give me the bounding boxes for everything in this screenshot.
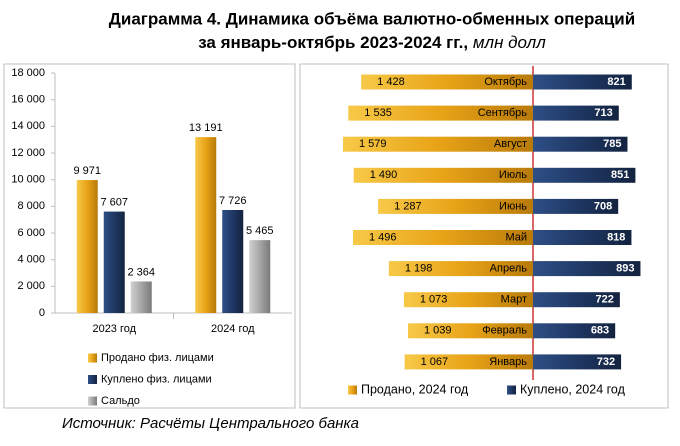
value-label: 818	[607, 231, 625, 243]
y-tick-label: 0	[39, 307, 45, 319]
bar	[130, 281, 152, 313]
value-label: 5 465	[246, 225, 274, 237]
x-tick-label: 2023 год	[92, 323, 136, 335]
legend-swatch	[88, 375, 97, 384]
bar	[403, 292, 533, 308]
legend-label: Продано физ. лицами	[101, 352, 214, 364]
y-tick-label: 16 000	[11, 94, 45, 106]
panel	[299, 63, 669, 409]
y-tick-label: 10 000	[11, 174, 45, 186]
value-label: 13 191	[189, 122, 223, 134]
value-label: 1 579	[359, 138, 387, 150]
value-label: 2 364	[127, 266, 155, 278]
bar	[533, 292, 620, 308]
bar	[352, 230, 533, 245]
category-label: Апрель	[490, 263, 528, 275]
y-tick-label: 4 000	[17, 254, 45, 266]
title-unit: млн долл	[473, 33, 546, 52]
value-label: 1 428	[377, 76, 405, 88]
value-label: 1 287	[394, 200, 422, 212]
panel	[3, 63, 296, 409]
bar	[222, 209, 244, 313]
bar	[103, 211, 125, 313]
category-label: Январь	[489, 356, 527, 368]
bar	[348, 105, 533, 121]
y-tick-label: 14 000	[11, 120, 45, 132]
category-label: Август	[494, 138, 527, 150]
title: Диаграмма 4. Динамика объёма валютно-обм…	[109, 9, 635, 28]
legend-swatch	[507, 385, 516, 395]
value-label: 1 535	[364, 107, 392, 119]
bar	[533, 230, 632, 245]
category-label: Октябрь	[484, 76, 527, 88]
value-label: 893	[616, 263, 634, 275]
bar	[533, 323, 616, 339]
value-label: 7 607	[100, 196, 128, 208]
legend-label: Куплено физ. лицами	[101, 373, 212, 385]
bar	[388, 261, 533, 277]
bar	[533, 167, 636, 183]
value-label: 708	[594, 200, 612, 212]
y-tick-label: 18 000	[11, 67, 45, 79]
value-label: 1 039	[424, 325, 452, 337]
value-label: 722	[596, 294, 614, 306]
bar	[249, 240, 271, 313]
title: за январь-октябрь 2023-2024 гг., млн дол…	[198, 33, 546, 52]
bar	[361, 74, 533, 90]
category-label: Июль	[499, 169, 527, 181]
bar	[343, 136, 533, 152]
title: за январь-октябрь 2023-2024 гг.,	[198, 33, 468, 52]
value-label: 851	[611, 169, 629, 181]
bar	[533, 261, 641, 277]
value-label: 732	[597, 356, 615, 368]
bar	[533, 74, 632, 90]
value-label: 1 198	[405, 263, 433, 275]
y-tick-label: 8 000	[17, 200, 45, 212]
legend-swatch	[88, 353, 97, 363]
legend-label: Сальдо	[101, 395, 140, 407]
bar	[533, 136, 628, 152]
bar	[533, 198, 619, 214]
value-label: 1 490	[370, 169, 398, 181]
bar	[76, 180, 98, 313]
y-tick-label: 2 000	[17, 280, 45, 292]
value-label: 1 067	[421, 356, 449, 368]
legend-swatch	[348, 385, 357, 395]
category-label: Март	[501, 294, 527, 306]
bar	[533, 105, 619, 121]
value-label: 9 971	[73, 165, 101, 177]
bar	[533, 354, 622, 370]
bar	[404, 354, 533, 370]
value-label: 713	[594, 107, 612, 119]
value-label: 1 073	[420, 294, 448, 306]
legend-swatch	[88, 396, 97, 406]
category-label: Февраль	[482, 325, 527, 337]
category-label: Сентябрь	[478, 107, 528, 119]
category-label: Июнь	[499, 200, 527, 212]
legend-label: Куплено, 2024 год	[520, 382, 626, 396]
legend-label: Продано, 2024 год	[361, 382, 469, 396]
value-label: 1 496	[369, 231, 397, 243]
value-label: 7 726	[219, 195, 247, 207]
source: Источник: Расчёты Центрального банка	[62, 415, 359, 432]
bar	[195, 137, 217, 313]
bar	[378, 198, 533, 214]
category-label: Май	[505, 231, 527, 243]
y-tick-label: 6 000	[17, 227, 45, 239]
bar	[353, 167, 533, 183]
bar	[407, 323, 533, 339]
value-label: 683	[591, 325, 609, 337]
x-tick-label: 2024 год	[211, 323, 255, 335]
y-tick-label: 12 000	[11, 147, 45, 159]
value-label: 821	[607, 76, 625, 88]
value-label: 785	[603, 138, 621, 150]
